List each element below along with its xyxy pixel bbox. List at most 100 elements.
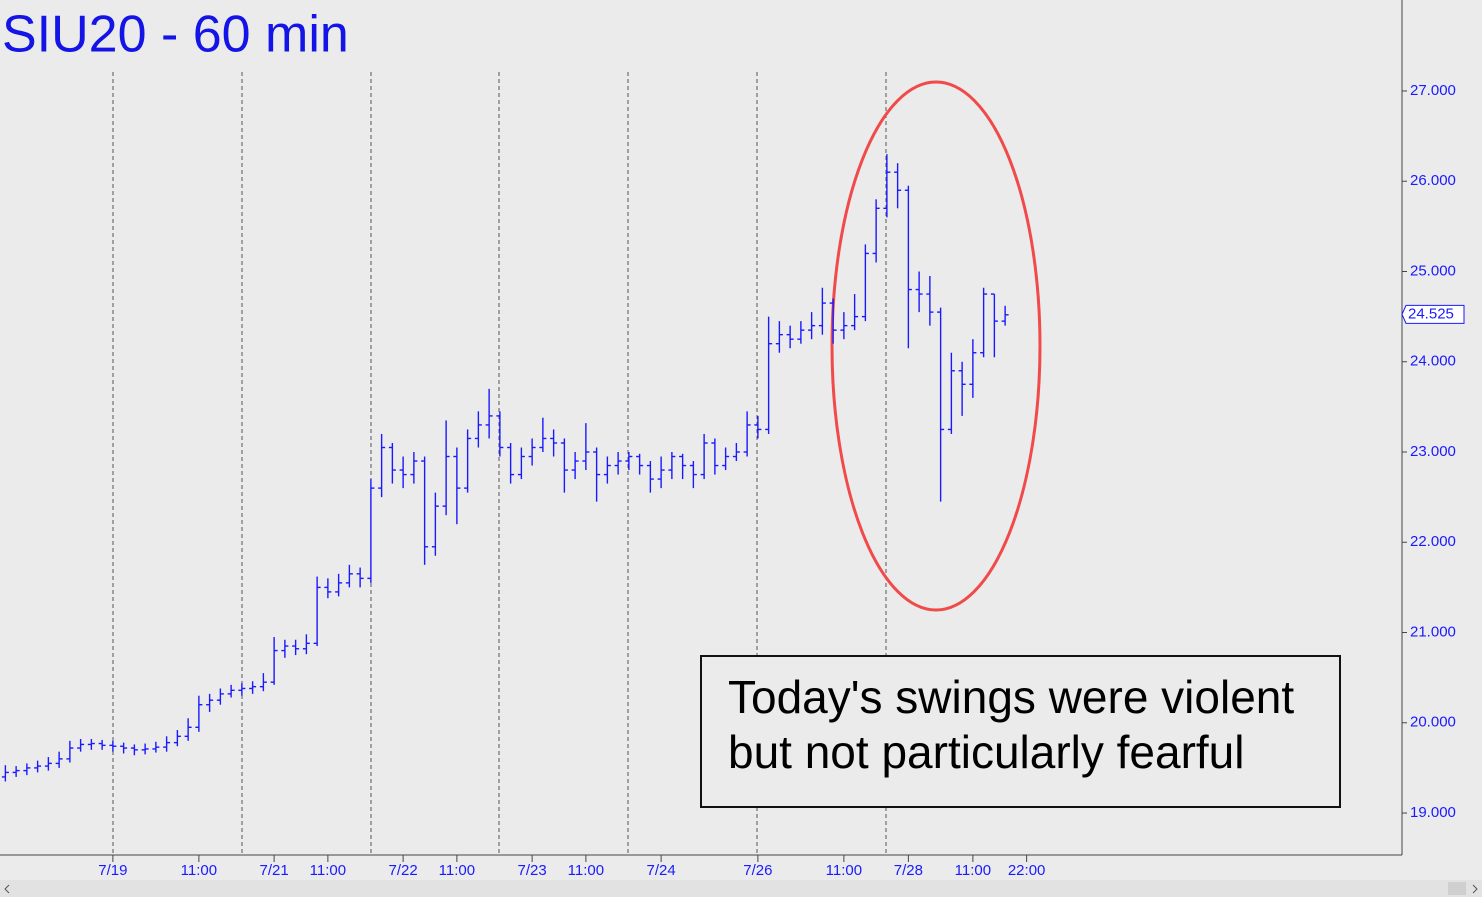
ohlc-bar [926,276,934,326]
ohlc-bar [356,567,364,588]
ohlc-bar [668,452,676,480]
ohlc-bar [249,681,257,694]
ohlc-bar [711,438,719,475]
x-tick-label: 7/23 [518,862,547,879]
ohlc-bar [603,456,611,484]
annotation-line: but not particularly fearful [728,726,1245,778]
y-tick-label: 19.000 [1410,804,1456,821]
ohlc-bar [528,438,536,466]
x-tick-label: 7/22 [389,862,418,879]
ohlc-bar [216,688,224,705]
ohlc-bar [410,452,418,484]
ohlc-bar [130,744,138,756]
y-tick-label: 25.000 [1410,262,1456,279]
ohlc-bar [700,433,708,480]
ohlc-bar [1001,305,1009,326]
ohlc-bar [270,637,278,685]
y-tick-label: 26.000 [1410,172,1456,189]
ohlc-bar [808,312,816,340]
y-tick-label: 24.000 [1410,353,1456,370]
ohlc-bar [775,321,783,353]
y-tick-label: 27.000 [1410,82,1456,99]
ohlc-bar [646,461,654,493]
ohlc-bar [55,751,63,768]
ohlc-bar [34,760,42,773]
ohlc-bar [969,339,977,398]
ohlc-bar [173,729,181,747]
ohlc-bar [507,442,515,484]
highlight-ellipse [830,80,1042,612]
ohlc-bar [367,479,375,583]
ohlc-bar [657,456,665,489]
ohlc-bar [442,420,450,516]
ohlc-bar [335,573,343,597]
ohlc-bar [571,452,579,480]
ohlc-bar [324,578,332,599]
x-tick-label: 11:00 [181,862,217,879]
ohlc-bar [614,452,622,475]
ohlc-bar [818,287,826,335]
y-tick-label: 20.000 [1410,714,1456,731]
ohlc-bar [679,453,687,480]
ohlc-bar [474,411,482,448]
y-tick-label: 22.000 [1410,533,1456,550]
ohlc-bar [582,423,590,471]
scrollbar-thumb[interactable] [1448,882,1466,895]
ohlc-bar [496,411,504,457]
ohlc-bar [163,736,171,752]
ohlc-bar [206,693,214,712]
ohlc-bar [109,740,117,752]
ohlc-bar [464,429,472,493]
ohlc-bar [872,199,880,263]
ohlc-bar [786,325,794,349]
ohlc-bar [560,438,568,493]
ohlc-bar [625,452,633,471]
ohlc-bar [636,453,644,475]
ohlc-bar [851,294,859,331]
ohlc-bar [947,352,955,434]
ohlc-bar [44,757,52,771]
ohlc-bar [743,411,751,457]
ohlc-bar [797,321,805,344]
ohlc-bar [485,388,493,439]
last-price-label: 24.525 [1408,305,1454,322]
ohlc-bar [980,287,988,358]
ohlc-bar [829,298,837,344]
ohlc-bar [66,740,74,763]
ohlc-bar [421,456,429,565]
scrollbar[interactable] [0,880,1482,897]
y-tick-label: 23.000 [1410,443,1456,460]
ohlc-bar [87,739,95,750]
ohlc-bar [883,154,891,218]
scroll-left[interactable] [4,884,10,894]
ohlc-bar [861,244,869,322]
x-tick-label: 7/26 [743,862,772,879]
ohlc-bar [722,447,730,471]
ohlc-bar [732,442,740,462]
scroll-right[interactable] [1472,884,1478,894]
y-tick-label: 21.000 [1410,623,1456,640]
ohlc-bar [12,766,20,777]
ohlc-bar [388,442,396,484]
ohlc-bar [238,683,246,696]
ohlc-bar [689,461,697,489]
ohlc-bar [904,185,912,349]
ohlc-bar [313,576,321,647]
x-tick-label: 11:00 [568,862,604,879]
ohlc-bar [765,316,773,434]
ohlc-bar [98,739,106,750]
ohlc-bar [539,417,547,453]
x-tick-label: 22:00 [1008,862,1046,879]
annotation-box [700,655,1341,808]
x-tick-label: 7/21 [260,862,289,879]
ohlc-bar [120,742,128,754]
x-tick-label: 7/19 [98,862,127,879]
annotation-line: Today's swings were violent [728,671,1294,723]
x-tick-label: 7/24 [647,862,676,879]
ohlc-bar [259,673,267,692]
ohlc-bar [958,361,966,416]
ohlc-bar [754,415,762,439]
ohlc-bar [292,639,300,656]
x-tick-label: 11:00 [310,862,346,879]
